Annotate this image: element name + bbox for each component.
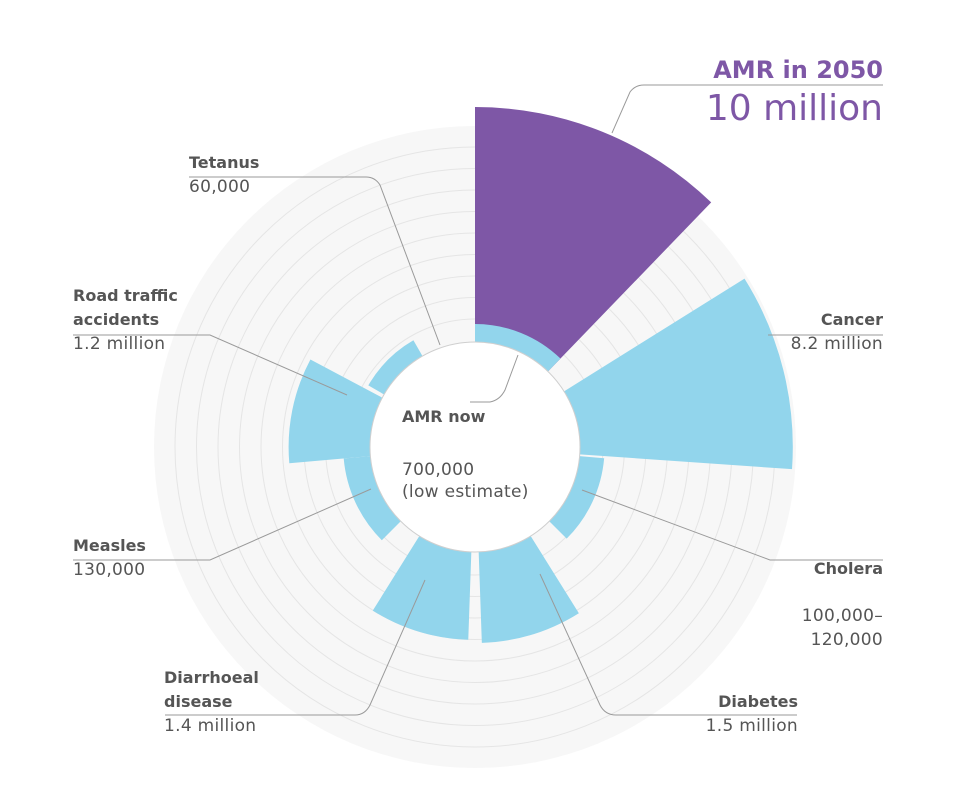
amr-2050-label: AMR in 2050 10 million — [706, 52, 883, 129]
bar-amr-now — [475, 324, 561, 372]
diarrhoeal-value: 1.4 million — [164, 716, 257, 736]
leader-line — [470, 354, 519, 403]
bar-road-traffic-accidents — [288, 359, 383, 464]
amr-now-value: 700,000 (low estimate) — [402, 460, 529, 503]
leader-line — [581, 489, 883, 561]
bar-tetanus — [368, 340, 423, 395]
leader-line — [611, 84, 883, 134]
tetanus-value: 60,000 — [189, 177, 251, 197]
cholera-label: Cholera 100,000– 120,000 — [802, 533, 883, 677]
diarrhoeal-name: Diarrhoeal disease — [164, 668, 259, 711]
cancer-name: Cancer — [820, 310, 883, 329]
road-value: 1.2 million — [73, 334, 166, 354]
bar-cholera — [549, 456, 605, 539]
cholera-name: Cholera — [813, 559, 883, 578]
leader-line — [73, 334, 348, 396]
road-name: Road traffic accidents — [73, 286, 178, 329]
bar-amr-in-2050 — [475, 107, 712, 372]
amr-now-name: AMR now — [402, 407, 486, 426]
leader-line — [165, 579, 426, 716]
amr-2050-value: 10 million — [705, 88, 883, 129]
tetanus-name: Tetanus — [189, 153, 260, 172]
cholera-value: 100,000– 120,000 — [801, 606, 883, 650]
leader-line — [73, 488, 372, 561]
diabetes-name: Diabetes — [718, 692, 798, 711]
amr-now-label: AMR now 700,000 (low estimate) — [402, 381, 529, 527]
bar-measles — [343, 456, 401, 541]
tetanus-label: Tetanus 60,000 — [189, 151, 259, 201]
bar-cancer — [564, 278, 793, 470]
diarrhoeal-label: Diarrhoeal disease 1.4 million — [164, 666, 274, 740]
measles-value: 130,000 — [73, 560, 146, 580]
leader-line — [539, 573, 797, 716]
road-label: Road traffic accidents 1.2 million — [73, 284, 203, 358]
measles-name: Measles — [73, 536, 146, 555]
measles-label: Measles 130,000 — [73, 534, 146, 584]
cancer-value: 8.2 million — [790, 334, 883, 354]
diabetes-value: 1.5 million — [705, 716, 798, 736]
leader-line — [189, 176, 441, 346]
diabetes-label: Diabetes 1.5 million — [706, 690, 798, 740]
amr-2050-name: AMR in 2050 — [713, 56, 883, 84]
bar-diabetes — [478, 536, 579, 643]
cancer-label: Cancer 8.2 million — [791, 308, 883, 358]
